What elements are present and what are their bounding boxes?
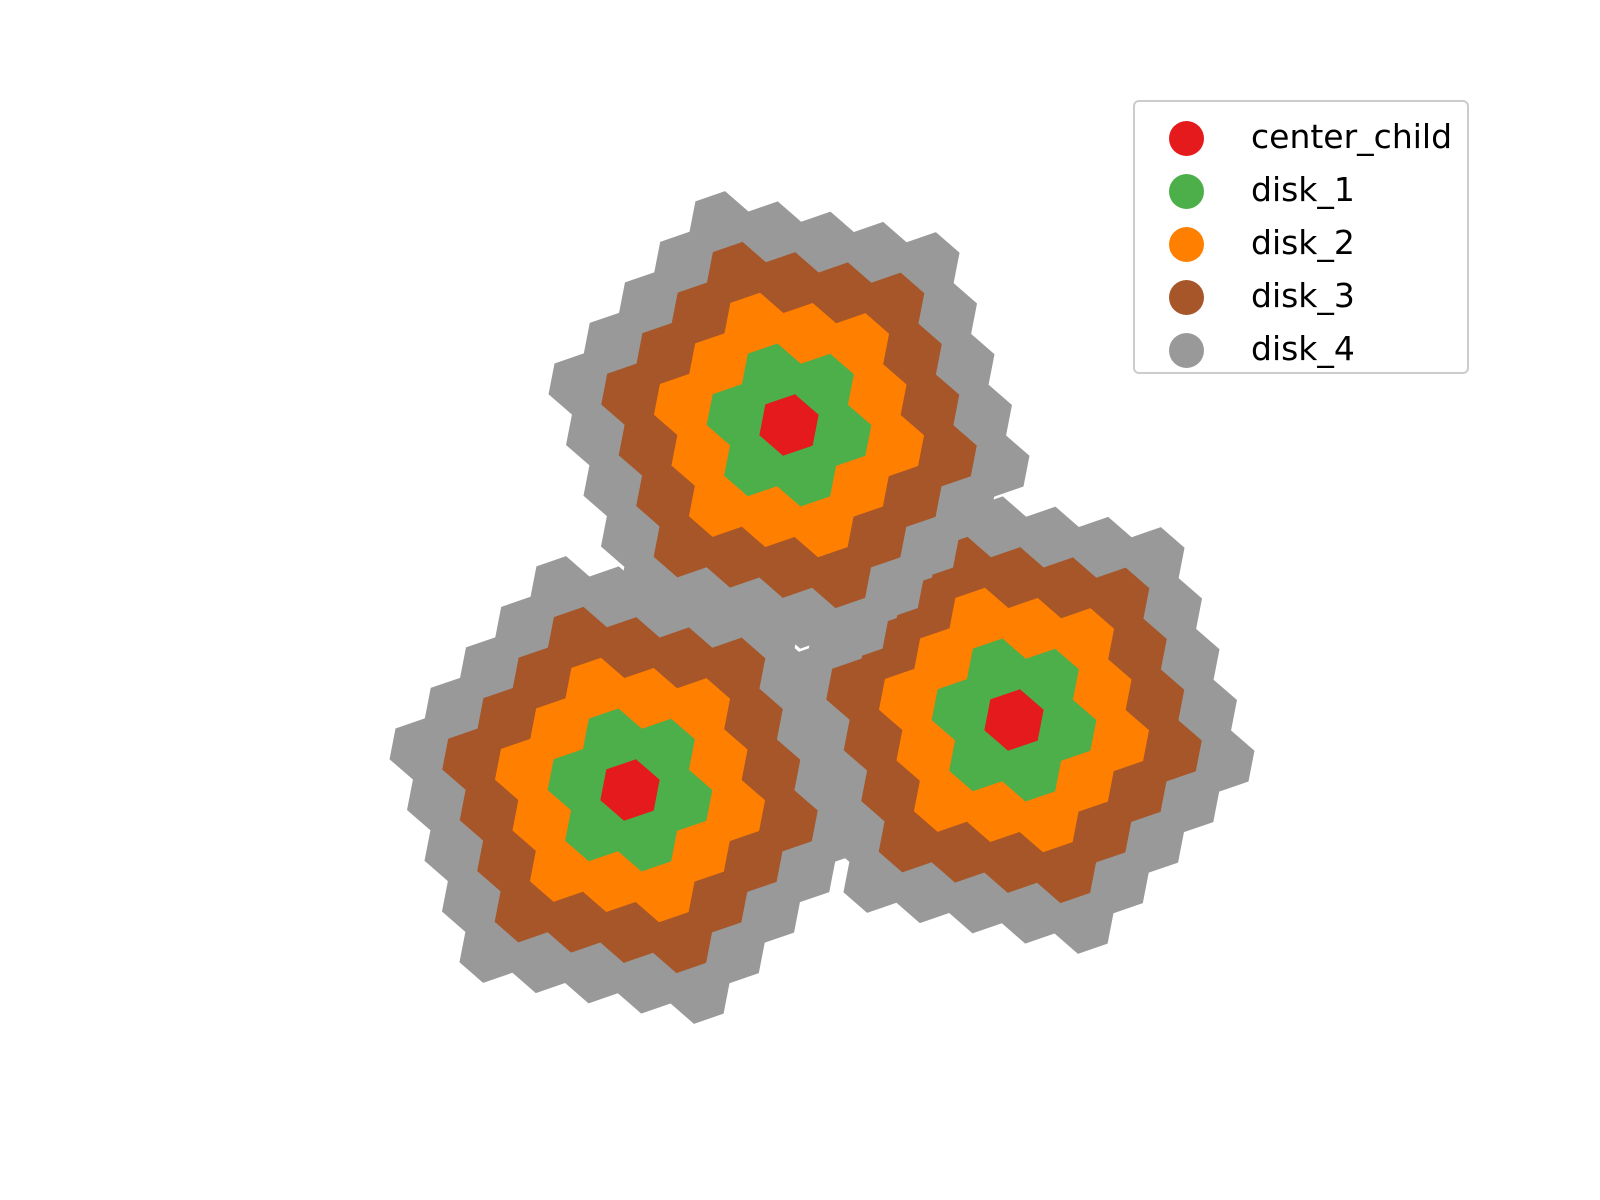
legend-marker-icon xyxy=(1169,174,1204,209)
legend-label: disk_4 xyxy=(1251,329,1355,368)
legend-item-center-child: center_child xyxy=(1135,110,1467,163)
hex-cell-center-child xyxy=(600,759,660,821)
legend-item-disk-2: disk_2 xyxy=(1135,216,1467,269)
legend-label: center_child xyxy=(1251,117,1453,156)
legend-label: disk_1 xyxy=(1251,170,1355,209)
legend: center_child disk_1 disk_2 disk_3 disk_4 xyxy=(1133,100,1469,374)
legend-label: disk_2 xyxy=(1251,223,1355,262)
legend-item-disk-3: disk_3 xyxy=(1135,269,1467,322)
legend-marker-icon xyxy=(1169,227,1204,262)
legend-item-disk-4: disk_4 xyxy=(1135,322,1467,375)
hex-cell-center-child xyxy=(759,394,819,456)
legend-item-disk-1: disk_1 xyxy=(1135,163,1467,216)
legend-marker-icon xyxy=(1169,333,1204,368)
legend-marker-icon xyxy=(1169,280,1204,315)
legend-marker-icon xyxy=(1169,121,1204,156)
hex-cell-center-child xyxy=(984,689,1044,751)
legend-label: disk_3 xyxy=(1251,276,1355,315)
